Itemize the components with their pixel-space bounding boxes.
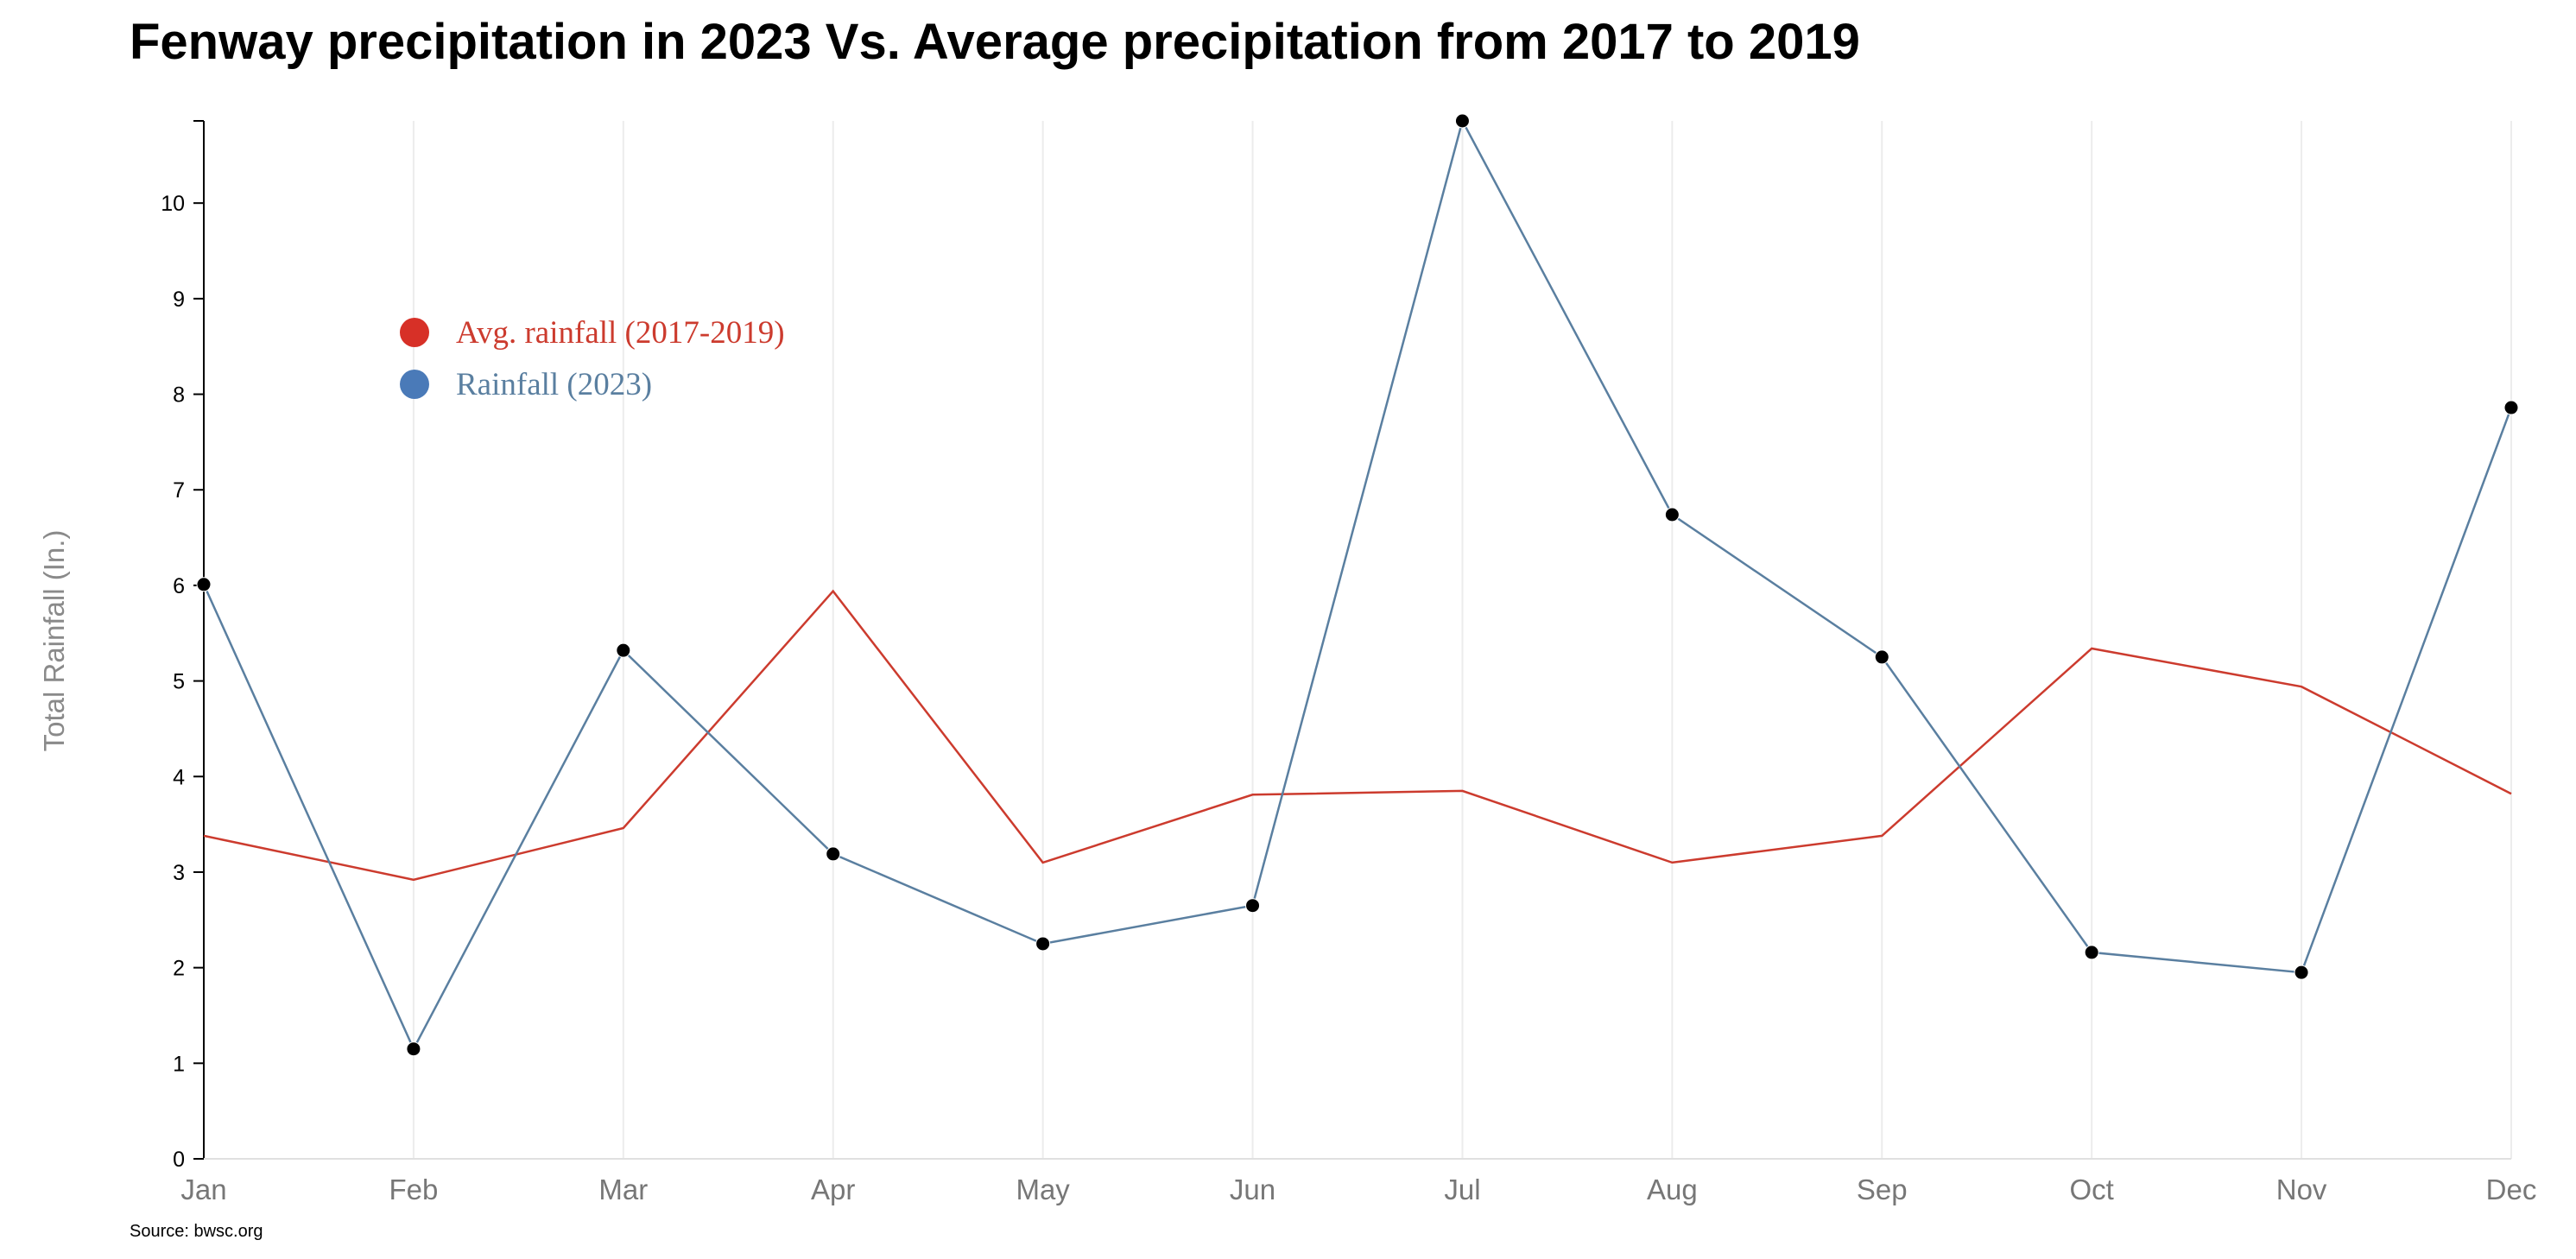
y-tick-label: 4 — [173, 765, 185, 789]
x-tick-label-may: May — [1016, 1174, 1070, 1205]
y-tick-label: 2 — [173, 957, 185, 981]
x-tick-label-nov: Nov — [2276, 1174, 2327, 1205]
data-point-jan — [196, 577, 212, 592]
y-tick-label: 0 — [173, 1148, 185, 1172]
y-axis — [203, 121, 2511, 1160]
data-point-jul — [1454, 113, 1470, 129]
x-tick-label-sep: Sep — [1857, 1174, 1908, 1205]
y-tick-label: 5 — [173, 670, 185, 694]
data-point-dec — [2503, 400, 2519, 415]
x-tick-label-oct: Oct — [2070, 1174, 2114, 1205]
x-tick-label-aug: Aug — [1647, 1174, 1698, 1205]
legend-swatch-1 — [400, 370, 429, 399]
x-tick-label-dec: Dec — [2486, 1174, 2537, 1205]
legend-swatch-0 — [400, 318, 429, 347]
data-point-mar — [616, 642, 631, 658]
x-tick-label-jun: Jun — [1230, 1174, 1275, 1205]
y-tick-label: 8 — [173, 383, 185, 408]
legend: Avg. rainfall (2017-2019) Rainfall (2023) — [400, 315, 785, 402]
data-point-aug — [1664, 507, 1680, 522]
x-axis-ticks: Jan Feb Mar Apr May Jun Jul Aug Sep Oct Nov Dec — [180, 1174, 2536, 1205]
y-axis-ticks: 0 1 2 3 4 5 6 7 8 9 10 — [161, 120, 204, 1172]
data-point-may — [1035, 936, 1051, 952]
y-tick-label: 10 — [161, 192, 185, 216]
legend-label-0: Avg. rainfall (2017-2019) — [456, 315, 785, 351]
grid — [412, 121, 2512, 1159]
data-point-apr — [826, 846, 841, 862]
series — [196, 113, 2519, 1057]
x-tick-label-apr: Apr — [811, 1174, 855, 1205]
x-tick-label-jan: Jan — [180, 1174, 226, 1205]
y-tick-label: 7 — [173, 478, 185, 503]
y-tick-label: 9 — [173, 288, 185, 312]
y-tick-label: 3 — [173, 861, 185, 885]
y-tick-label: 6 — [173, 574, 185, 598]
x-tick-label-jul: Jul — [1444, 1174, 1480, 1205]
y-tick-label: 1 — [173, 1052, 185, 1076]
x-tick-label-feb: Feb — [389, 1174, 438, 1205]
series-line-0 — [203, 589, 2512, 882]
series-line-1 — [202, 117, 2513, 1052]
source-note: Source: bwsc.org — [130, 1222, 263, 1241]
x-tick-label-mar: Mar — [598, 1174, 648, 1205]
data-point-oct — [2084, 945, 2099, 960]
data-point-jun — [1245, 898, 1261, 914]
data-point-sep — [1874, 649, 1889, 665]
legend-label-1: Rainfall (2023) — [456, 367, 652, 402]
data-point-feb — [406, 1041, 421, 1057]
data-point-nov — [2294, 965, 2309, 980]
chart-title: Fenway precipitation in 2023 Vs. Average… — [130, 14, 1860, 70]
y-axis-label: Total Rainfall (In.) — [38, 530, 70, 752]
